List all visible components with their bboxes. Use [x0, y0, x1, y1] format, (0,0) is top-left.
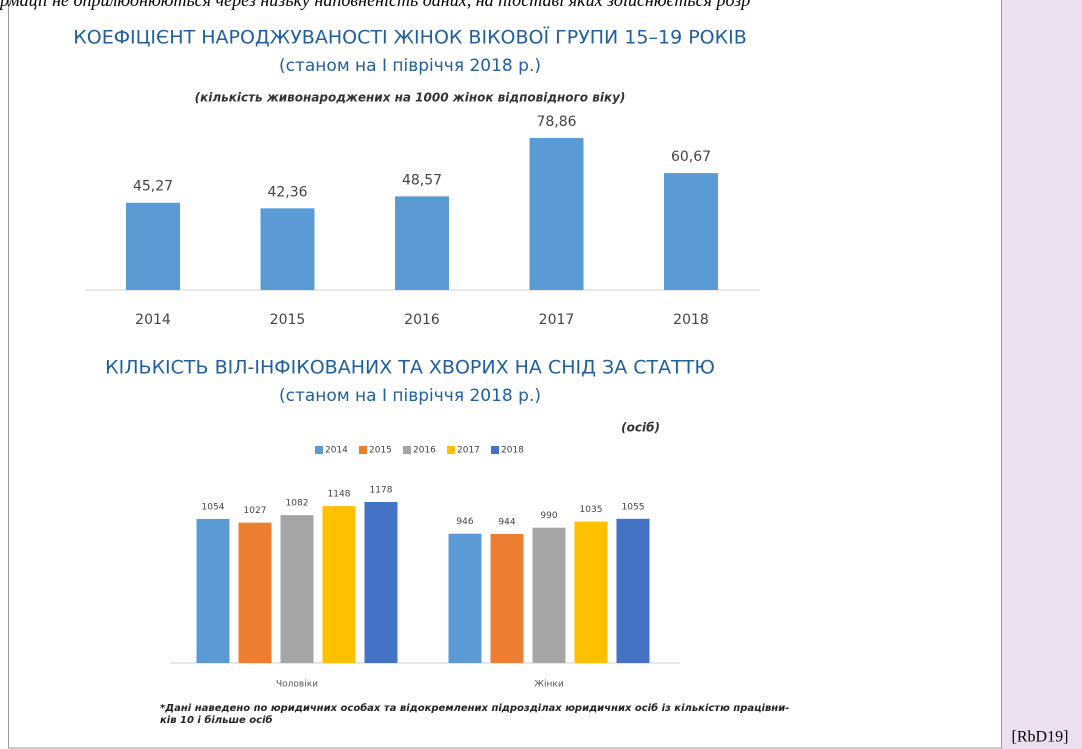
x-tick-label: Жінки: [534, 680, 564, 690]
value-label: 48,57: [402, 172, 442, 188]
legend-label: 2017: [457, 446, 480, 456]
value-label: 946: [456, 517, 473, 527]
bar: [260, 208, 315, 290]
value-label: 45,27: [133, 179, 173, 195]
footnote: ків 10 і більше осіб: [160, 714, 272, 726]
bar: [448, 533, 482, 663]
bar: [395, 196, 449, 290]
comment-pane: [1002, 0, 1082, 749]
bar: [664, 173, 718, 290]
legend-swatch: [403, 446, 411, 454]
chart-title: КІЛЬКІСТЬ ВІЛ-ІНФІКОВАНИХ ТА ХВОРИХ НА С…: [105, 357, 715, 379]
legend-label: 2014: [325, 446, 348, 456]
bar: [238, 522, 272, 663]
bar: [196, 518, 230, 663]
legend-swatch: [359, 446, 367, 454]
x-tick-label: 2018: [673, 312, 709, 328]
bar: [574, 521, 608, 663]
value-label: 42,36: [267, 184, 307, 200]
chart-subtitle: (станом на І півріччя 2018 р.): [279, 386, 541, 406]
x-tick-label: 2017: [539, 312, 575, 328]
legend-label: 2016: [413, 446, 436, 456]
bar: [126, 202, 180, 290]
value-label: 1055: [622, 502, 645, 512]
comment-ref: [RbD19]: [1012, 729, 1069, 746]
footnote: *Дані наведено по юридичних особах та ві…: [160, 702, 789, 714]
value-label: 60,67: [671, 149, 711, 165]
x-tick-label: 2015: [270, 312, 306, 328]
legend-label: 2018: [501, 446, 524, 456]
value-label: 78,86: [536, 114, 576, 130]
value-label: 1027: [244, 506, 267, 516]
chart-note: (кількість живонароджених на 1000 жінок …: [195, 91, 626, 105]
x-tick-label: 2014: [135, 312, 171, 328]
value-label: 990: [540, 511, 557, 521]
legend-swatch: [491, 446, 499, 454]
x-tick-label: 2016: [404, 312, 440, 328]
page-frame: [8, 0, 1002, 749]
header-text: рмації не оприлюднюються через низьку на…: [0, 0, 750, 10]
bar: [529, 138, 584, 290]
legend-swatch: [447, 446, 455, 454]
bar: [322, 506, 356, 663]
chart-note: (осіб): [621, 421, 660, 435]
value-label: 1082: [286, 499, 309, 509]
value-label: 1035: [580, 505, 603, 515]
value-label: 944: [498, 517, 515, 527]
bar: [532, 527, 566, 663]
legend-swatch: [315, 446, 323, 454]
chart-subtitle: (станом на І півріччя 2018 р.): [279, 56, 541, 76]
bar: [364, 502, 398, 663]
value-label: 1148: [328, 490, 351, 500]
bar: [616, 518, 650, 663]
bar: [280, 515, 314, 663]
bar: [490, 533, 524, 663]
legend-label: 2015: [369, 446, 392, 456]
x-tick-label: Чоловіки: [276, 680, 318, 690]
value-label: 1054: [202, 502, 225, 512]
chart-title: КОЕФІЦІЄНТ НАРОДЖУВАНОСТІ ЖІНОК ВІКОВОЇ …: [73, 26, 747, 49]
value-label: 1178: [370, 486, 393, 496]
